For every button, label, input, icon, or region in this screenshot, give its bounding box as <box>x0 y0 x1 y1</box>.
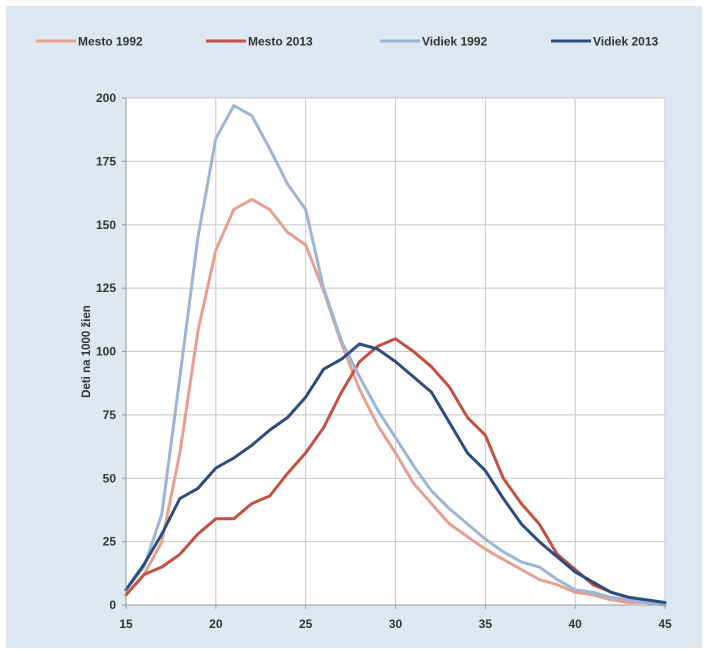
x-tick-label: 35 <box>479 617 493 631</box>
x-tick-label: 25 <box>299 617 313 631</box>
legend-label: Mesto 2013 <box>248 35 313 49</box>
series-line-mesto-1992 <box>124 197 667 607</box>
x-tick-label: 40 <box>568 617 582 631</box>
series-line-vidiek-1992 <box>124 104 667 607</box>
gridlines <box>126 97 666 605</box>
y-tick-label: 100 <box>96 345 116 359</box>
y-tick-label: 200 <box>96 91 116 105</box>
series-line-vidiek-2013 <box>124 342 667 604</box>
chart-panel: Mesto 1992 Mesto 2013 Vidiek 1992 Vidiek 20… <box>6 6 702 648</box>
legend-label: Vidiek 1992 <box>422 35 487 49</box>
line-chart: Mesto 1992 Mesto 2013 Vidiek 1992 Vidiek 20… <box>36 35 672 631</box>
legend: Mesto 1992 Mesto 2013 Vidiek 1992 Vidiek 20… <box>36 35 658 49</box>
y-tick-label: 75 <box>103 408 117 422</box>
y-tick-label: 150 <box>96 218 116 232</box>
x-tick-label: 15 <box>119 617 133 631</box>
x-tick-label: 45 <box>658 617 672 631</box>
tick-labels: 0 25 50 75 100 125 150 175 200 15 20 25 30 35 40 45 <box>96 91 672 631</box>
y-tick-label: 25 <box>103 535 117 549</box>
series-line-mesto-2013 <box>124 337 667 607</box>
y-tick-label: 125 <box>96 281 116 295</box>
legend-label: Vidiek 2013 <box>593 35 658 49</box>
y-tick-label: 50 <box>103 471 117 485</box>
y-axis-title: Deti na 1000 žien <box>81 305 93 398</box>
x-tick-label: 30 <box>389 617 403 631</box>
x-tick-label: 20 <box>209 617 223 631</box>
legend-label: Mesto 1992 <box>78 35 143 49</box>
y-tick-label: 0 <box>109 598 116 612</box>
y-tick-label: 175 <box>96 154 116 168</box>
series-layer <box>124 104 667 607</box>
